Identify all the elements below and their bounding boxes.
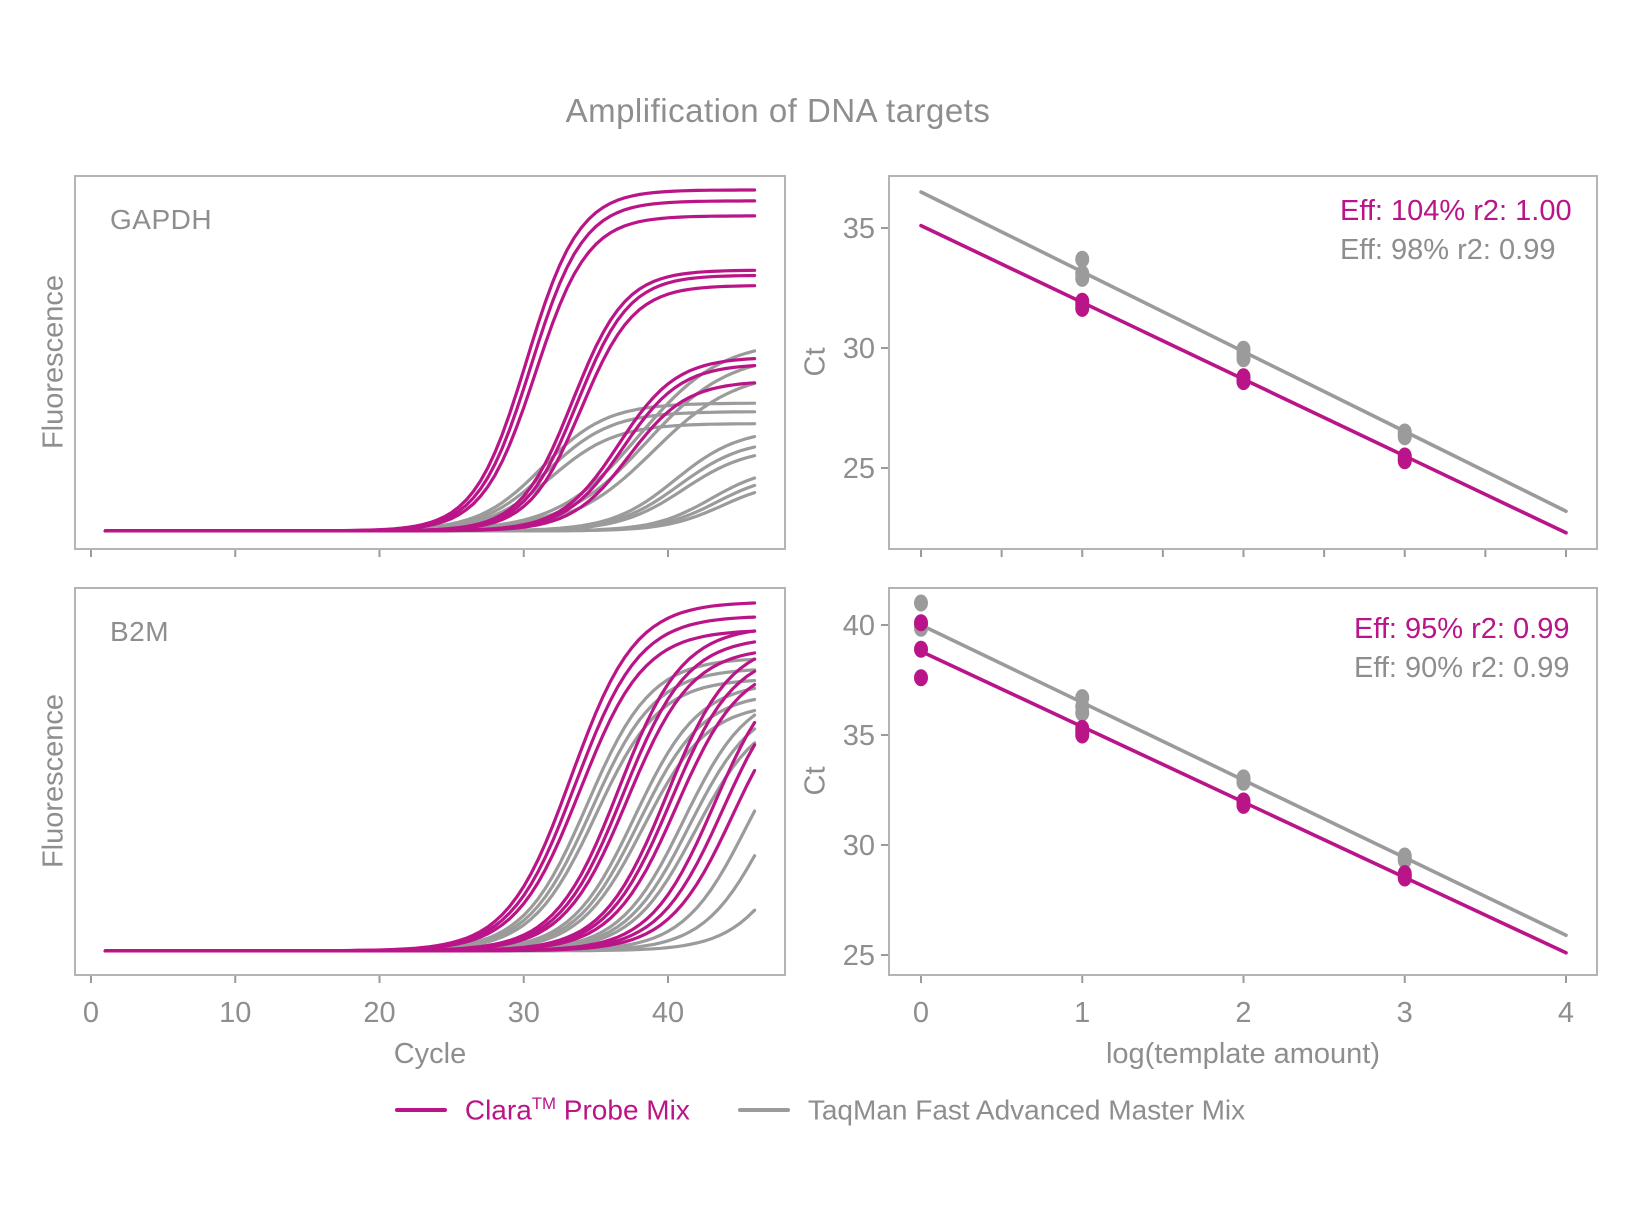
legend-swatch-clara <box>394 1108 447 1113</box>
amplification-curve-clara <box>103 629 757 953</box>
y-axis-label-fluorescence-bottom: Fluorescence <box>37 693 70 869</box>
legend-item-clara-probe-mix: ClaraTM Probe Mix <box>394 1094 690 1126</box>
amplification-curve-clara <box>103 214 757 533</box>
data-point-taqman <box>1075 250 1090 268</box>
y-tick-label: 35 <box>843 213 875 245</box>
amplification-curve-clara <box>103 188 757 533</box>
y-tick-label: 30 <box>843 830 875 862</box>
x-tick-label: 30 <box>508 997 540 1029</box>
x-tick-label: 0 <box>913 997 929 1029</box>
data-point-taqman <box>1397 851 1412 869</box>
x-axis-label-log-template: log(template amount) <box>1105 1038 1381 1070</box>
data-point-taqman <box>1397 428 1412 446</box>
panel-label-b2m: B2M <box>110 616 170 647</box>
x-tick-label: 10 <box>219 997 251 1029</box>
y-tick-label: 25 <box>843 453 875 485</box>
amplification-curve-taqman <box>103 445 757 533</box>
data-point-taqman <box>1075 704 1090 722</box>
amplification-curve-clara <box>103 381 757 533</box>
annotation-gapdh-clara-efficiency: Eff: 104% r2: 1.00 <box>1340 195 1572 227</box>
y-axis-label-fluorescence-top: Fluorescence <box>37 274 70 450</box>
data-point-clara <box>1075 726 1090 744</box>
x-axis-label-cycle: Cycle <box>393 1038 467 1070</box>
x-tick-label: 4 <box>1558 997 1574 1029</box>
amplification-curves-group <box>103 601 757 953</box>
legend-item-taqman-master-mix: TaqMan Fast Advanced Master Mix <box>737 1094 1246 1126</box>
panel-border <box>74 587 786 976</box>
data-point-clara <box>914 640 928 658</box>
x-tick-label: 3 <box>1397 997 1413 1029</box>
annotation-b2m-taqman-efficiency: Eff: 90% r2: 0.99 <box>1354 652 1570 684</box>
amplification-curve-clara <box>103 629 757 953</box>
x-tick-label: 40 <box>652 997 684 1029</box>
amplification-curves-group <box>103 188 757 533</box>
panel-label-gapdh: GAPDH <box>110 204 213 235</box>
legend-label-clara: ClaraTM Probe Mix <box>464 1094 690 1126</box>
x-tick-label: 20 <box>363 997 395 1029</box>
amplification-curve-clara <box>103 768 757 953</box>
data-point-taqman <box>1236 773 1251 791</box>
data-point-taqman <box>1236 350 1251 368</box>
legend-swatch-taqman <box>737 1108 790 1113</box>
amplification-curve-taqman <box>103 697 757 953</box>
amplification-curve-taqman <box>103 435 757 533</box>
panel-border <box>888 587 1598 976</box>
data-point-taqman <box>914 594 928 612</box>
legend-label-taqman: TaqMan Fast Advanced Master Mix <box>807 1094 1246 1126</box>
data-point-clara <box>914 669 928 687</box>
annotation-gapdh-taqman-efficiency: Eff: 98% r2: 0.99 <box>1340 234 1556 266</box>
data-point-clara <box>1075 299 1090 317</box>
x-tick-label: 1 <box>1074 997 1090 1029</box>
data-point-clara <box>1236 373 1251 391</box>
y-tick-label: 25 <box>843 940 875 972</box>
y-tick-label: 40 <box>843 610 875 642</box>
data-point-clara <box>914 614 928 632</box>
figure-title: Amplification of DNA targets <box>565 92 991 129</box>
data-point-taqman <box>1075 269 1090 287</box>
amplification-curve-clara <box>103 199 757 533</box>
y-axis-label-ct-top: Ct <box>799 347 832 377</box>
panel-border <box>74 175 786 550</box>
legend: ClaraTM Probe Mix TaqMan Fast Advanced M… <box>0 1094 1640 1126</box>
annotation-b2m-clara-efficiency: Eff: 95% r2: 0.99 <box>1354 613 1570 645</box>
y-axis-label-ct-bottom: Ct <box>799 766 832 796</box>
data-point-clara <box>1397 869 1412 887</box>
y-tick-label: 35 <box>843 720 875 752</box>
x-tick-label: 2 <box>1235 997 1251 1029</box>
data-point-clara <box>1397 452 1412 470</box>
y-tick-label: 30 <box>843 333 875 365</box>
amplification-curve-taqman <box>103 422 757 533</box>
data-point-clara <box>1236 796 1251 814</box>
x-tick-label: 0 <box>83 997 99 1029</box>
panel-border <box>888 175 1598 550</box>
